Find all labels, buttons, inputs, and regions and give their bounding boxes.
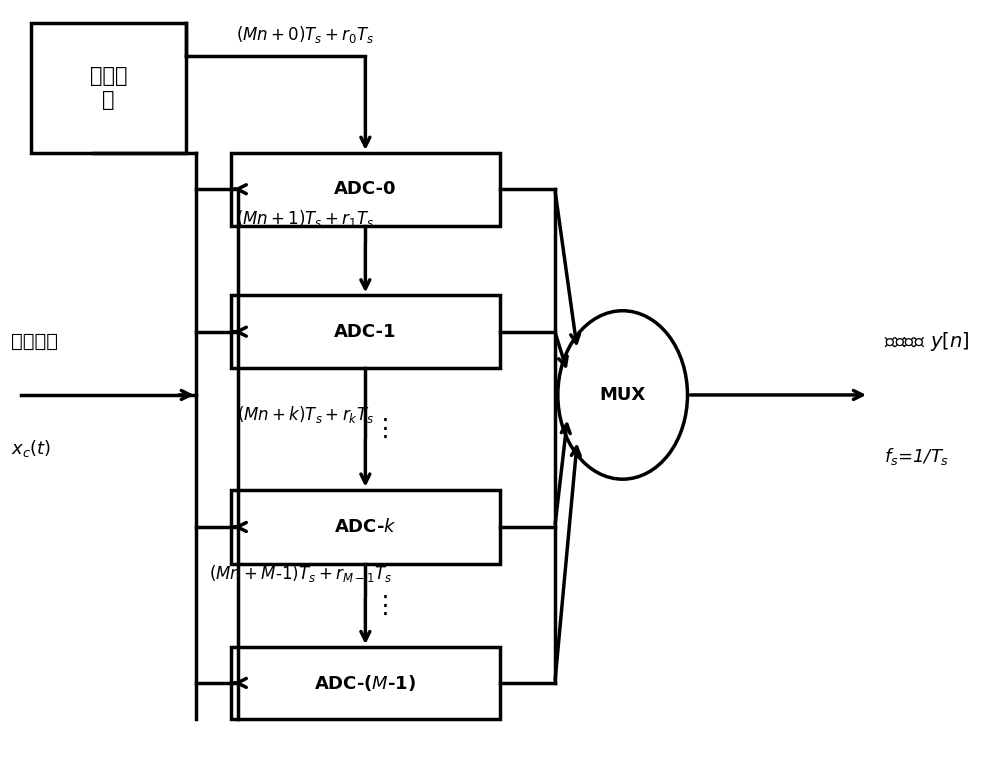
Text: $(Mn+k)T_s+r_kT_s$: $(Mn+k)T_s+r_kT_s$ <box>237 404 374 425</box>
Text: ADC-0: ADC-0 <box>334 180 397 198</box>
Text: ADC-1: ADC-1 <box>334 323 397 341</box>
Text: 模拟输入: 模拟输入 <box>11 332 58 351</box>
Bar <box>231 490 500 564</box>
Text: ADC-$k$: ADC-$k$ <box>334 518 397 536</box>
Text: $f_s$=1/$T_s$: $f_s$=1/$T_s$ <box>884 446 949 467</box>
Bar <box>231 153 500 225</box>
Text: $(Mn+M\text{-}1)T_s+r_{M-1}T_s$: $(Mn+M\text{-}1)T_s+r_{M-1}T_s$ <box>209 563 392 584</box>
Bar <box>231 295 500 368</box>
Bar <box>231 647 500 719</box>
Ellipse shape <box>558 311 687 479</box>
Text: ADC-($M$-1): ADC-($M$-1) <box>314 673 416 693</box>
Text: 数字输出 $y[n]$: 数字输出 $y[n]$ <box>884 330 970 353</box>
Text: MUX: MUX <box>600 386 646 404</box>
Bar <box>31 23 186 153</box>
Text: ⋮: ⋮ <box>373 594 398 618</box>
Text: $x_c(t)$: $x_c(t)$ <box>11 438 51 459</box>
Text: $(Mn+1)T_s+r_1T_s$: $(Mn+1)T_s+r_1T_s$ <box>236 208 375 229</box>
Text: 时钟电
路: 时钟电 路 <box>90 66 127 110</box>
Text: $(Mn+0)T_s+r_0T_s$: $(Mn+0)T_s+r_0T_s$ <box>236 24 375 45</box>
Text: ⋮: ⋮ <box>373 417 398 441</box>
